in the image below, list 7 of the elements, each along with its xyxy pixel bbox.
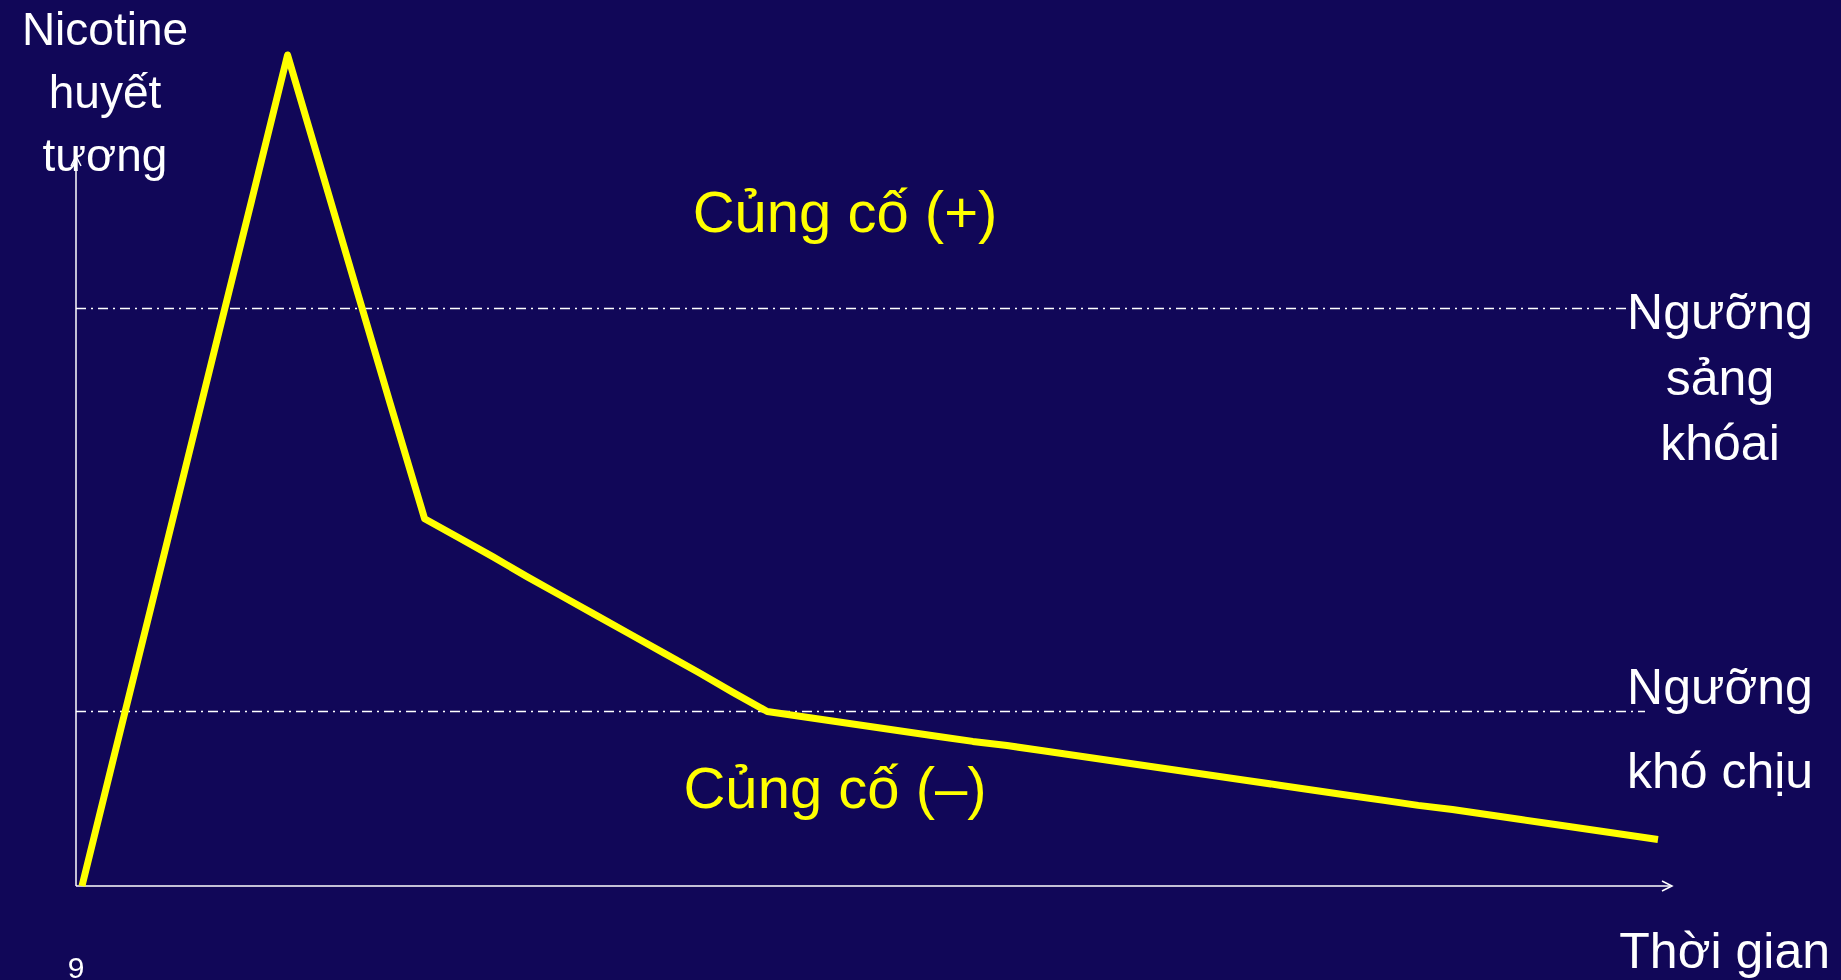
y-axis-title: Nicotine huyết tương	[21, 3, 189, 181]
annotation: Củng cố (+)	[692, 179, 998, 244]
ref-line-label: Ngưỡng sảng khóai	[1627, 284, 1813, 472]
ref-line-label: Ngưỡng khó chịu	[1626, 659, 1814, 800]
text: 9	[67, 951, 85, 980]
annotation: Củng cố (–)	[683, 755, 987, 820]
x-axis-title: Thời gian	[1619, 923, 1830, 979]
